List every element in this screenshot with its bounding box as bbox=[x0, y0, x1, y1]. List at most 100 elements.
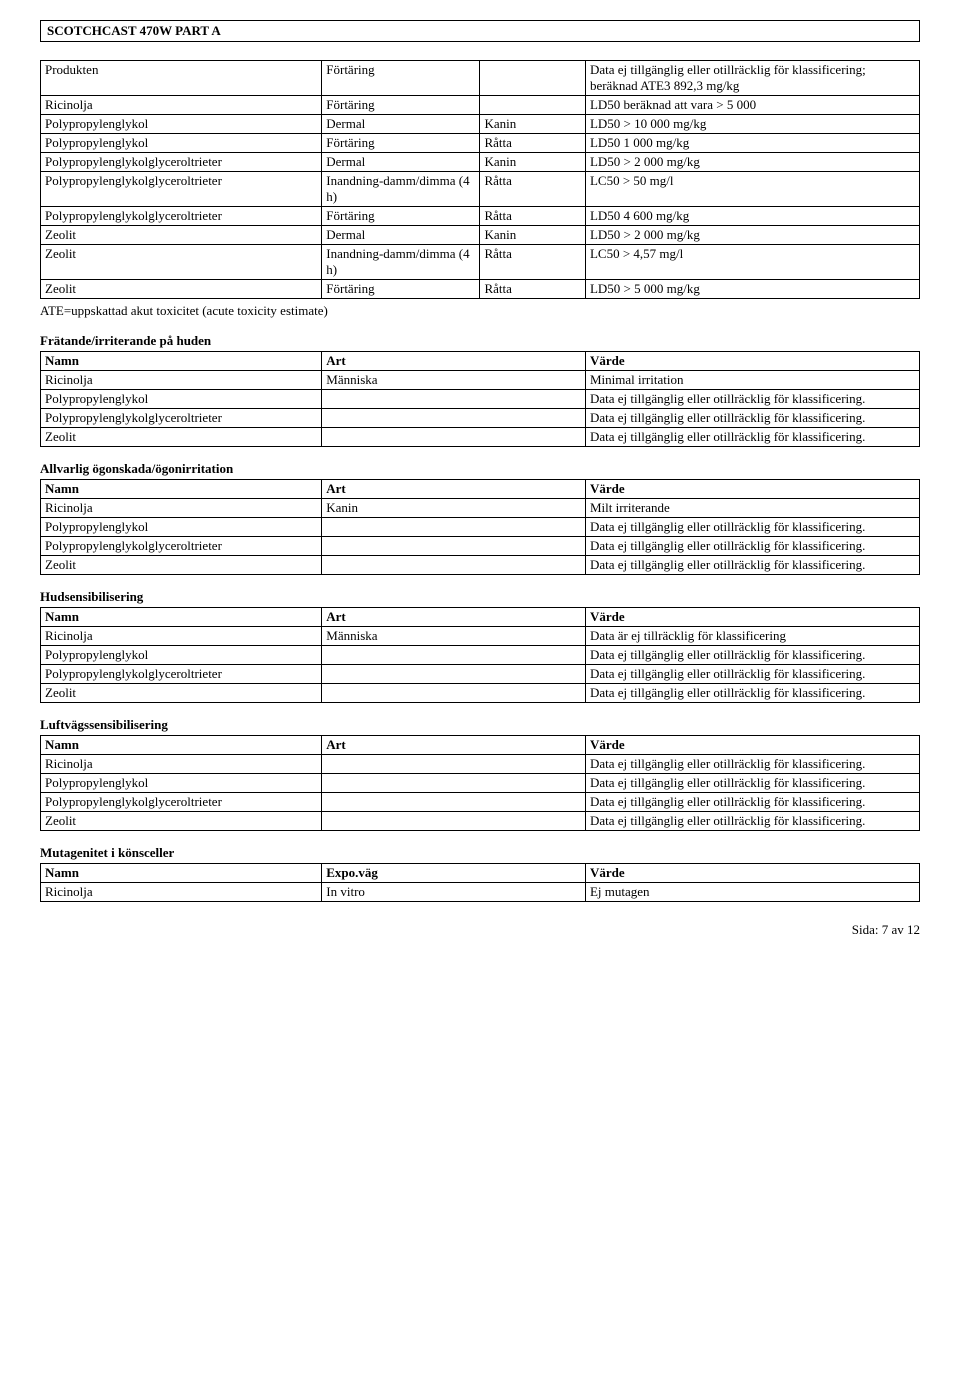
table-row: ZeolitData ej tillgänglig eller otillräc… bbox=[41, 556, 920, 575]
table-cell: Data ej tillgänglig eller otillräcklig f… bbox=[585, 61, 919, 96]
table-cell: Ricinolja bbox=[41, 371, 322, 390]
table-cell: Kanin bbox=[480, 226, 585, 245]
table-header-cell: Art bbox=[322, 608, 586, 627]
table-row: PolypropylenglykolglyceroltrieterDermalK… bbox=[41, 153, 920, 172]
table-cell: LD50 > 5 000 mg/kg bbox=[585, 280, 919, 299]
table-cell: Polypropylenglykol bbox=[41, 646, 322, 665]
table-cell: Ricinolja bbox=[41, 883, 322, 902]
table-cell: Kanin bbox=[480, 153, 585, 172]
table-cell: LD50 > 2 000 mg/kg bbox=[585, 153, 919, 172]
table-cell: Polypropylenglykolglyceroltrieter bbox=[41, 153, 322, 172]
table-cell: Ej mutagen bbox=[585, 883, 919, 902]
table-row: ProduktenFörtäring Data ej tillgänglig el… bbox=[41, 61, 920, 96]
table-row: PolypropylenglykolFörtäringRåttaLD50 1 0… bbox=[41, 134, 920, 153]
table-cell: Polypropylenglykol bbox=[41, 134, 322, 153]
section-table: NamnArtVärdeRicinoljaMänniskaData är ej … bbox=[40, 607, 920, 703]
table-cell: Data är ej tillräcklig för klassificerin… bbox=[585, 627, 919, 646]
table-header-row: NamnArtVärde bbox=[41, 736, 920, 755]
table-cell: Förtäring bbox=[322, 61, 480, 96]
document-title-box: SCOTCHCAST 470W PART A bbox=[40, 20, 920, 42]
section-table: NamnExpo.vägVärdeRicinoljaIn vitroEj mut… bbox=[40, 863, 920, 902]
table-row: RicinoljaMänniskaData är ej tillräcklig … bbox=[41, 627, 920, 646]
table-row: Polypropylenglykol Data ej tillgänglig el… bbox=[41, 390, 920, 409]
table-cell bbox=[322, 518, 586, 537]
table-header-cell: Namn bbox=[41, 352, 322, 371]
table-cell: Råtta bbox=[480, 172, 585, 207]
table-cell: Produkten bbox=[41, 61, 322, 96]
table-header-cell: Värde bbox=[585, 480, 919, 499]
table-cell: Data ej tillgänglig eller otillräcklig f… bbox=[585, 755, 919, 774]
table-header-cell: Expo.väg bbox=[322, 864, 586, 883]
table-row: PolypropylenglykolglyceroltrieterInandni… bbox=[41, 172, 920, 207]
table-header-cell: Namn bbox=[41, 864, 322, 883]
table-cell bbox=[322, 684, 586, 703]
table-cell bbox=[322, 409, 586, 428]
section-table: NamnArtVärdeRicinoljaMänniskaMinimal irr… bbox=[40, 351, 920, 447]
table-cell: Zeolit bbox=[41, 812, 322, 831]
table-cell: Zeolit bbox=[41, 428, 322, 447]
table-cell: Ricinolja bbox=[41, 96, 322, 115]
table-cell: Polypropylenglykolglyceroltrieter bbox=[41, 665, 322, 684]
table-cell: Data ej tillgänglig eller otillräcklig f… bbox=[585, 390, 919, 409]
section-title: Mutagenitet i könsceller bbox=[40, 845, 920, 861]
section-title: Allvarlig ögonskada/ögonirritation bbox=[40, 461, 920, 477]
table-row: RicinoljaFörtäringLD50 beräknad att vara… bbox=[41, 96, 920, 115]
table-row: PolypropylenglykolglyceroltrieterFörtäri… bbox=[41, 207, 920, 226]
table-cell: Dermal bbox=[322, 153, 480, 172]
table-cell bbox=[322, 390, 586, 409]
table-cell: Data ej tillgänglig eller otillräcklig f… bbox=[585, 428, 919, 447]
table-cell bbox=[322, 556, 586, 575]
table-cell: Polypropylenglykol bbox=[41, 390, 322, 409]
table-cell bbox=[322, 537, 586, 556]
table-cell: Människa bbox=[322, 371, 586, 390]
table-cell: LD50 beräknad att vara > 5 000 bbox=[585, 96, 919, 115]
table-cell: Minimal irritation bbox=[585, 371, 919, 390]
table-row: ZeolitData ej tillgänglig eller otillräc… bbox=[41, 684, 920, 703]
table-row: PolypropylenglykolglyceroltrieterData ej… bbox=[41, 665, 920, 684]
table-cell: Polypropylenglykolglyceroltrieter bbox=[41, 793, 322, 812]
table-row: PolypropylenglykolglyceroltrieterData ej… bbox=[41, 793, 920, 812]
table-cell: Data ej tillgänglig eller otillräcklig f… bbox=[585, 684, 919, 703]
table-cell bbox=[322, 812, 586, 831]
document-title: SCOTCHCAST 470W PART A bbox=[47, 23, 221, 38]
table-cell: Ricinolja bbox=[41, 627, 322, 646]
table-cell: Data ej tillgänglig eller otillräcklig f… bbox=[585, 812, 919, 831]
table-cell: In vitro bbox=[322, 883, 586, 902]
table-cell bbox=[322, 774, 586, 793]
table-header-cell: Art bbox=[322, 736, 586, 755]
table-cell: Ricinolja bbox=[41, 755, 322, 774]
table-cell: Zeolit bbox=[41, 245, 322, 280]
table-cell: Polypropylenglykol bbox=[41, 774, 322, 793]
table-header-cell: Art bbox=[322, 480, 586, 499]
table-cell: Inandning-damm/dimma (4 h) bbox=[322, 172, 480, 207]
table-cell: LD50 > 2 000 mg/kg bbox=[585, 226, 919, 245]
table-header-row: NamnArtVärde bbox=[41, 608, 920, 627]
table-row: PolypropylenglykolDermalKaninLD50 > 10 0… bbox=[41, 115, 920, 134]
table-cell: Zeolit bbox=[41, 226, 322, 245]
table-cell bbox=[322, 646, 586, 665]
table-row: PolypropylenglykolData ej tillgänglig el… bbox=[41, 646, 920, 665]
table-cell: Råtta bbox=[480, 207, 585, 226]
table-header-cell: Värde bbox=[585, 608, 919, 627]
ate-note: ATE=uppskattad akut toxicitet (acute tox… bbox=[40, 303, 920, 319]
table-cell: Förtäring bbox=[322, 280, 480, 299]
table-cell bbox=[480, 61, 585, 96]
table-cell: Förtäring bbox=[322, 207, 480, 226]
section-table: NamnArtVärdeRicinolja Data ej tillgänglig… bbox=[40, 735, 920, 831]
table-cell: Polypropylenglykol bbox=[41, 518, 322, 537]
table-cell bbox=[322, 793, 586, 812]
table-cell: Data ej tillgänglig eller otillräcklig f… bbox=[585, 774, 919, 793]
table-header-cell: Namn bbox=[41, 480, 322, 499]
table-cell: LC50 > 4,57 mg/l bbox=[585, 245, 919, 280]
table-header-row: NamnArtVärde bbox=[41, 480, 920, 499]
table-header-cell: Värde bbox=[585, 352, 919, 371]
table-cell: Råtta bbox=[480, 245, 585, 280]
section-table: NamnArtVärdeRicinoljaKaninMilt irriteran… bbox=[40, 479, 920, 575]
table-header-row: NamnExpo.vägVärde bbox=[41, 864, 920, 883]
table-cell: Dermal bbox=[322, 115, 480, 134]
table-header-cell: Värde bbox=[585, 864, 919, 883]
table-cell bbox=[322, 755, 586, 774]
page-number: Sida: 7 av 12 bbox=[852, 922, 920, 937]
table-cell: Kanin bbox=[480, 115, 585, 134]
table-header-cell: Värde bbox=[585, 736, 919, 755]
